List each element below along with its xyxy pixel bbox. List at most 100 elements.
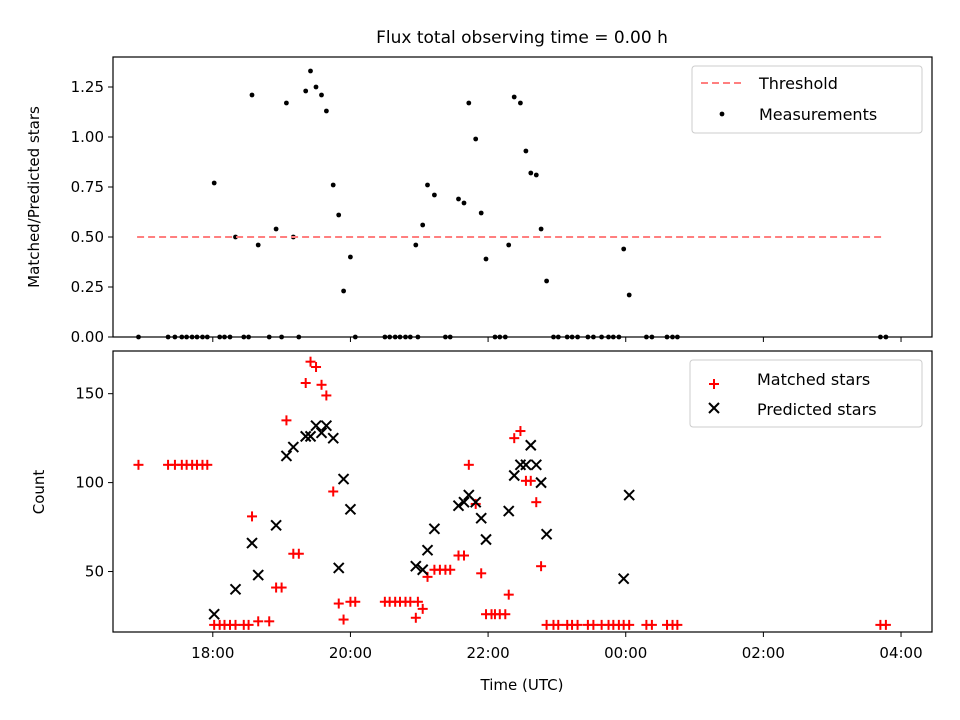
matched-legend-swatch (709, 379, 719, 389)
count-x-ticks: 18:00 20:00 22:00 00:00 02:00 04:00 (191, 632, 923, 662)
matched-star-point (459, 550, 469, 561)
matched-star-point (333, 598, 344, 609)
count-x-tick-label: 22:00 (466, 644, 509, 662)
predicted-legend-label: Predicted stars (757, 400, 877, 419)
measurement-point (313, 84, 319, 90)
predicted-star-point (280, 450, 293, 462)
matched-star-point (672, 619, 683, 630)
matched-star-point (536, 561, 547, 572)
predicted-star-point (252, 569, 264, 581)
matched-star-point (243, 619, 254, 630)
count-y-axis-label: Count (30, 470, 48, 515)
matched-star-point (410, 612, 421, 623)
count-legend: Matched stars Predicted stars (689, 359, 923, 428)
predicted-star-point (530, 459, 542, 471)
predicted-star-point (475, 512, 487, 524)
count-x-tick-label: 02:00 (742, 644, 785, 662)
ratio-panel: 0.00 0.25 0.50 0.75 1.00 1.25 Matched/Predict… (25, 56, 933, 346)
measurement-point (506, 242, 512, 248)
measurement-point (249, 92, 255, 98)
matched-star-point (281, 415, 292, 426)
measurement-point (348, 254, 353, 260)
measurement-point (284, 100, 289, 106)
measurement-point (324, 108, 329, 114)
matched-star-point (276, 582, 287, 593)
measurement-point (255, 242, 261, 248)
matched-star-point (509, 433, 520, 444)
ratio-x-ticks (212, 337, 902, 342)
measurement-point (533, 172, 539, 178)
measurement-point (330, 182, 336, 188)
predicted-star-point (535, 476, 547, 489)
predicted-star-point (333, 562, 345, 574)
predicted-star-point (246, 537, 258, 549)
matched-star-point (880, 619, 891, 630)
count-y-tick-label: 150 (75, 385, 104, 403)
count-y-tick-label: 50 (85, 563, 104, 581)
measurement-point (621, 246, 627, 252)
measurement-point (425, 182, 430, 188)
matched-star-point (350, 596, 361, 607)
measurement-point (303, 88, 309, 94)
predicted-star-point (508, 469, 520, 482)
matched-star-point (445, 564, 456, 575)
matched-star-point (503, 589, 514, 600)
matched-star-point (417, 603, 428, 614)
predicted-star-point (469, 496, 482, 508)
matched-star-point (646, 619, 657, 630)
ratio-y-tick-label: 0.00 (71, 328, 104, 346)
ratio-y-ticks: 0.00 0.25 0.50 0.75 1.00 1.25 (71, 78, 113, 346)
count-x-tick-label: 00:00 (604, 644, 647, 662)
measurement-point (626, 292, 632, 298)
predicted-star-point (540, 528, 553, 540)
threshold-legend-label: Threshold (758, 74, 838, 93)
matched-star-point (463, 459, 474, 470)
matched-star-point (338, 614, 349, 625)
matched-star-point (253, 616, 264, 627)
count-x-tick-label: 20:00 (329, 644, 372, 662)
predicted-star-point (320, 419, 333, 432)
matched-star-point (525, 475, 536, 486)
matched-star-point (624, 619, 635, 630)
ratio-y-axis-label: Matched/Predicted stars (25, 106, 43, 288)
ratio-y-tick-label: 1.00 (71, 128, 104, 146)
predicted-star-point (410, 560, 422, 572)
measurement-point (478, 210, 484, 216)
predicted-legend-swatch (708, 402, 720, 414)
predicted-star-point (337, 473, 350, 485)
chart-title: Flux total observing time = 0.00 h (376, 28, 668, 48)
matched-star-point (531, 497, 542, 508)
measurement-point (518, 100, 523, 106)
measurement-point (538, 226, 544, 232)
measurement-point (273, 226, 279, 232)
predicted-star-point (617, 572, 630, 585)
predicted-star-point (270, 519, 282, 531)
predicted-star-point (520, 459, 532, 471)
predicted-star-point (315, 427, 328, 439)
measurement-point (466, 100, 472, 106)
matched-star-point (264, 616, 275, 627)
matched-star-point (247, 511, 258, 522)
predicted-star-point (428, 523, 441, 535)
measurement-point (456, 196, 461, 202)
predicted-star-point (299, 430, 312, 443)
count-y-tick-label: 100 (75, 474, 104, 492)
measurement-point (528, 170, 534, 176)
predicted-star-point (229, 583, 242, 596)
predicted-star-point (327, 432, 339, 444)
ratio-y-tick-label: 0.75 (71, 178, 104, 196)
measurement-point (308, 68, 313, 74)
predicted-star-point (458, 496, 470, 508)
predicted-star-point (480, 533, 492, 546)
matched-star-point (572, 619, 583, 630)
predicted-star-point (525, 439, 537, 451)
measurement-point (483, 256, 489, 262)
predicted-star-point (416, 564, 429, 576)
measurement-point (413, 242, 419, 248)
matched-legend-label: Matched stars (757, 370, 870, 389)
predicted-star-point (503, 505, 515, 517)
measurement-point (420, 222, 426, 228)
measurements-legend-swatch (719, 111, 725, 117)
